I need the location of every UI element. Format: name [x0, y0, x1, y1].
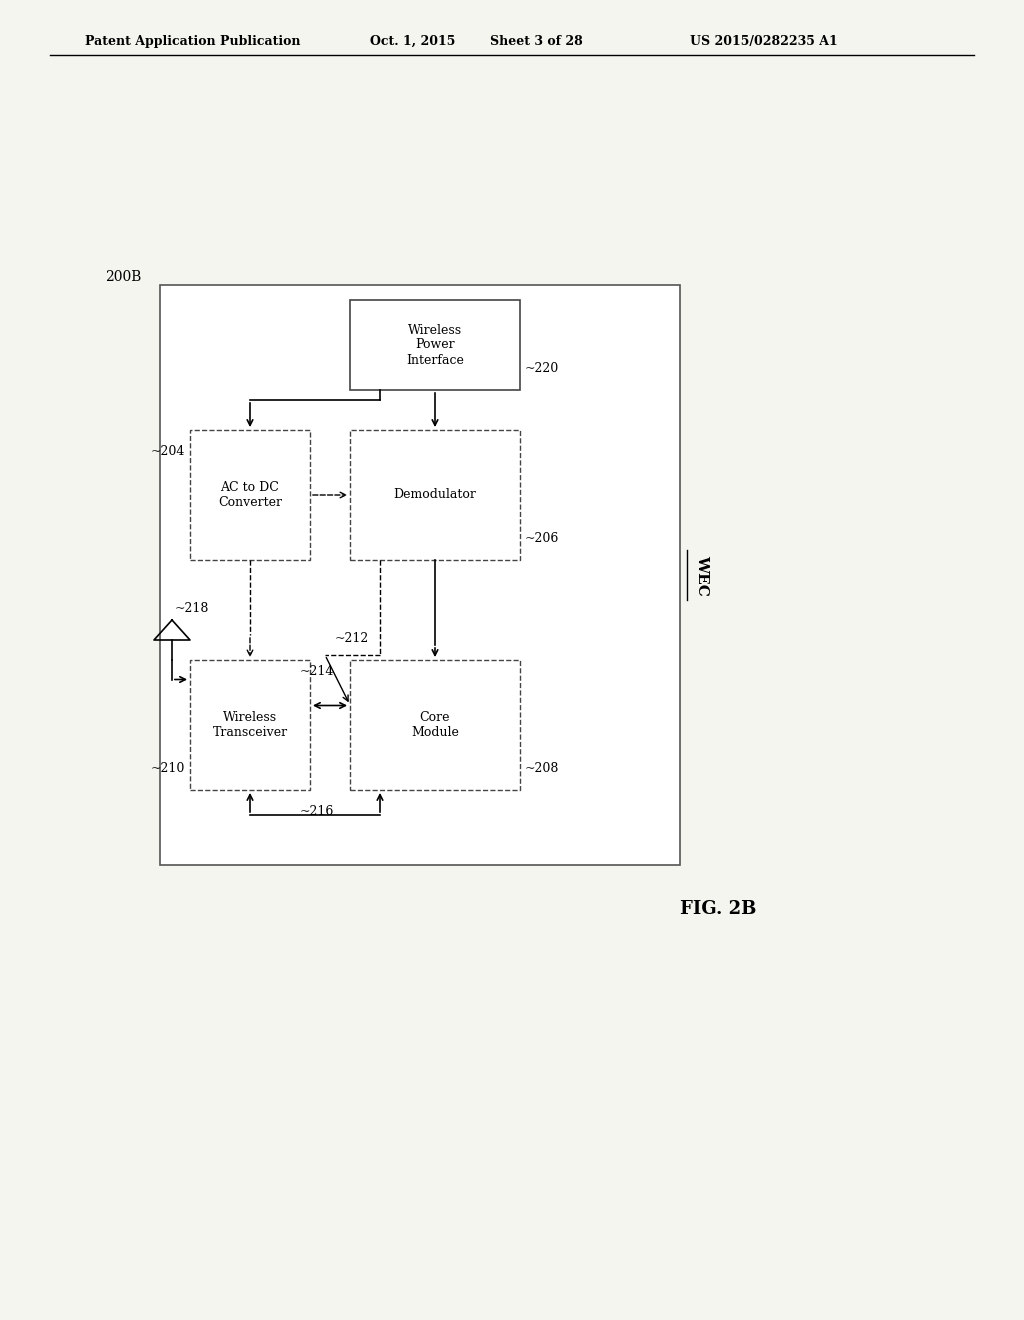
Text: ~220: ~220: [525, 362, 559, 375]
Text: ~208: ~208: [525, 762, 559, 775]
Text: AC to DC
Converter: AC to DC Converter: [218, 480, 282, 510]
FancyBboxPatch shape: [350, 300, 520, 389]
Text: ~210: ~210: [151, 762, 185, 775]
Text: Wireless
Power
Interface: Wireless Power Interface: [407, 323, 464, 367]
Text: Demodulator: Demodulator: [393, 488, 476, 502]
Text: US 2015/0282235 A1: US 2015/0282235 A1: [690, 36, 838, 48]
FancyBboxPatch shape: [190, 430, 310, 560]
Text: Core
Module: Core Module: [411, 711, 459, 739]
Text: ~218: ~218: [175, 602, 209, 615]
Text: ~214: ~214: [300, 665, 335, 678]
Text: Patent Application Publication: Patent Application Publication: [85, 36, 300, 48]
Text: 200B: 200B: [105, 271, 141, 284]
Text: ~216: ~216: [300, 805, 335, 818]
FancyBboxPatch shape: [160, 285, 680, 865]
FancyBboxPatch shape: [350, 430, 520, 560]
Text: WEC: WEC: [695, 554, 709, 595]
Text: ~204: ~204: [151, 445, 185, 458]
Text: Sheet 3 of 28: Sheet 3 of 28: [490, 36, 583, 48]
FancyBboxPatch shape: [350, 660, 520, 789]
Text: ~212: ~212: [335, 632, 370, 645]
Text: ~206: ~206: [525, 532, 559, 545]
Text: FIG. 2B: FIG. 2B: [680, 900, 757, 917]
FancyBboxPatch shape: [190, 660, 310, 789]
Text: Wireless
Transceiver: Wireless Transceiver: [212, 711, 288, 739]
Text: Oct. 1, 2015: Oct. 1, 2015: [370, 36, 456, 48]
